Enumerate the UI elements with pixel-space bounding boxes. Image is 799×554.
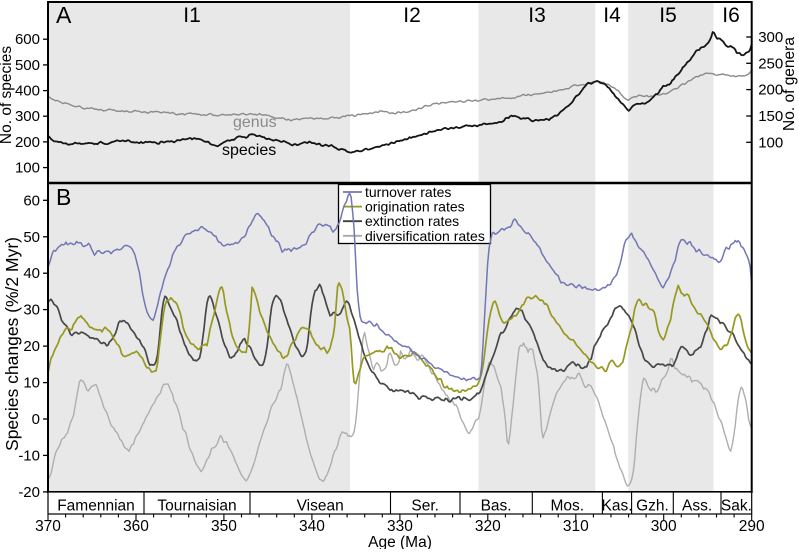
svg-text:Species changes (%/2 Myr): Species changes (%/2 Myr) [2, 237, 22, 451]
svg-text:-10: -10 [18, 447, 40, 464]
svg-text:350: 350 [211, 518, 237, 535]
svg-text:100: 100 [15, 160, 40, 177]
svg-text:I6: I6 [722, 4, 740, 27]
svg-text:40: 40 [23, 265, 40, 282]
svg-text:60: 60 [23, 192, 40, 209]
svg-text:I1: I1 [183, 4, 201, 27]
svg-text:Gzh.: Gzh. [636, 498, 669, 515]
svg-text:100: 100 [758, 134, 783, 151]
svg-text:310: 310 [563, 518, 589, 535]
svg-text:320: 320 [475, 518, 501, 535]
svg-text:I3: I3 [528, 4, 546, 27]
svg-text:150: 150 [758, 108, 783, 125]
svg-text:A: A [56, 2, 72, 28]
svg-text:300: 300 [758, 29, 783, 46]
svg-text:300: 300 [15, 108, 40, 125]
svg-text:extinction rates: extinction rates [365, 213, 459, 229]
svg-text:290: 290 [739, 518, 765, 535]
svg-text:Ser.: Ser. [411, 498, 439, 515]
svg-text:370: 370 [35, 518, 61, 535]
svg-text:I4: I4 [603, 4, 621, 27]
svg-text:I2: I2 [403, 4, 421, 27]
svg-text:250: 250 [758, 55, 783, 72]
svg-text:330: 330 [387, 518, 413, 535]
svg-text:turnover rates: turnover rates [365, 184, 451, 200]
svg-text:Mos.: Mos. [551, 498, 585, 515]
svg-text:500: 500 [15, 57, 40, 74]
svg-text:30: 30 [23, 302, 40, 319]
svg-text:species: species [222, 142, 276, 159]
svg-text:Visean: Visean [297, 498, 344, 515]
svg-text:Sak.: Sak. [721, 498, 752, 515]
svg-text:Kas.: Kas. [601, 498, 632, 515]
svg-text:No. of genera: No. of genera [781, 37, 798, 131]
svg-text:300: 300 [651, 518, 677, 535]
svg-text:340: 340 [299, 518, 325, 535]
svg-text:360: 360 [123, 518, 149, 535]
svg-text:Ass.: Ass. [682, 498, 712, 515]
svg-text:Age (Ma): Age (Ma) [368, 534, 432, 549]
svg-text:200: 200 [758, 82, 783, 99]
svg-text:Bas.: Bas. [481, 498, 512, 515]
svg-text:No. of species: No. of species [0, 46, 15, 144]
svg-text:Tournaisian: Tournaisian [157, 498, 236, 515]
svg-text:I5: I5 [659, 4, 677, 27]
svg-text:origination rates: origination rates [365, 199, 465, 215]
svg-text:10: 10 [23, 375, 40, 392]
svg-text:Famennian: Famennian [57, 498, 135, 515]
svg-text:diversification rates: diversification rates [365, 228, 485, 244]
svg-text:200: 200 [15, 134, 40, 151]
svg-text:20: 20 [23, 338, 40, 355]
svg-text:-20: -20 [18, 484, 40, 501]
svg-text:600: 600 [15, 31, 40, 48]
svg-text:0: 0 [32, 411, 40, 428]
svg-text:genus: genus [233, 114, 277, 131]
svg-text:B: B [56, 184, 71, 210]
svg-text:50: 50 [23, 229, 40, 246]
svg-text:400: 400 [15, 83, 40, 100]
